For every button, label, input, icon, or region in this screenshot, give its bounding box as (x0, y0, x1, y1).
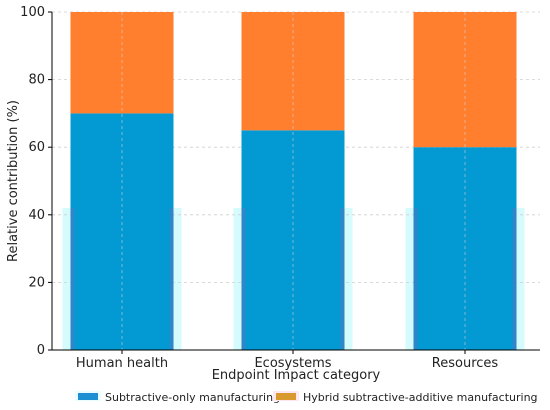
x-tick-label-0: Human health (76, 356, 168, 371)
y-tick-label-5: 100 (20, 5, 45, 20)
y-axis-title: Relative contribution (%) (6, 100, 21, 262)
bar-edge-left-0 (70, 208, 75, 350)
bar-edge-right-0 (169, 208, 174, 350)
x-axis-title: Endpoint Impact category (212, 368, 381, 383)
y-tick-label-4: 80 (28, 73, 45, 88)
bars (70, 12, 517, 351)
legend-label-0: Subtractive-only manufacturing (105, 391, 280, 404)
bar-edge-right-2 (512, 208, 517, 350)
bar-edge-left-1 (241, 208, 246, 350)
x-axis-ticks: Human health Ecosystems Resources (76, 350, 499, 371)
y-axis-ticks: 0 20 40 60 80 100 (20, 5, 52, 358)
axes (51, 12, 540, 351)
vertical-grid-lines (121, 12, 466, 350)
bar-edge-right-1 (340, 208, 345, 350)
legend-swatch-1 (276, 393, 296, 400)
bar-edge-left-2 (413, 208, 418, 350)
bar-ecosystems-series-1 (241, 12, 345, 131)
y-tick-label-1: 20 (28, 275, 45, 290)
x-tick-label-1: Ecosystems (254, 356, 331, 371)
legend-label-1: Hybrid subtractive-additive manufacturin… (303, 391, 538, 404)
legend: Subtractive-only manufacturing Hybrid sub… (75, 391, 538, 404)
x-tick-label-2: Resources (432, 356, 499, 371)
y-tick-label-3: 60 (28, 140, 45, 155)
y-tick-label-0: 0 (37, 343, 45, 358)
legend-swatch-0 (78, 393, 98, 400)
y-tick-label-2: 40 (28, 208, 45, 223)
